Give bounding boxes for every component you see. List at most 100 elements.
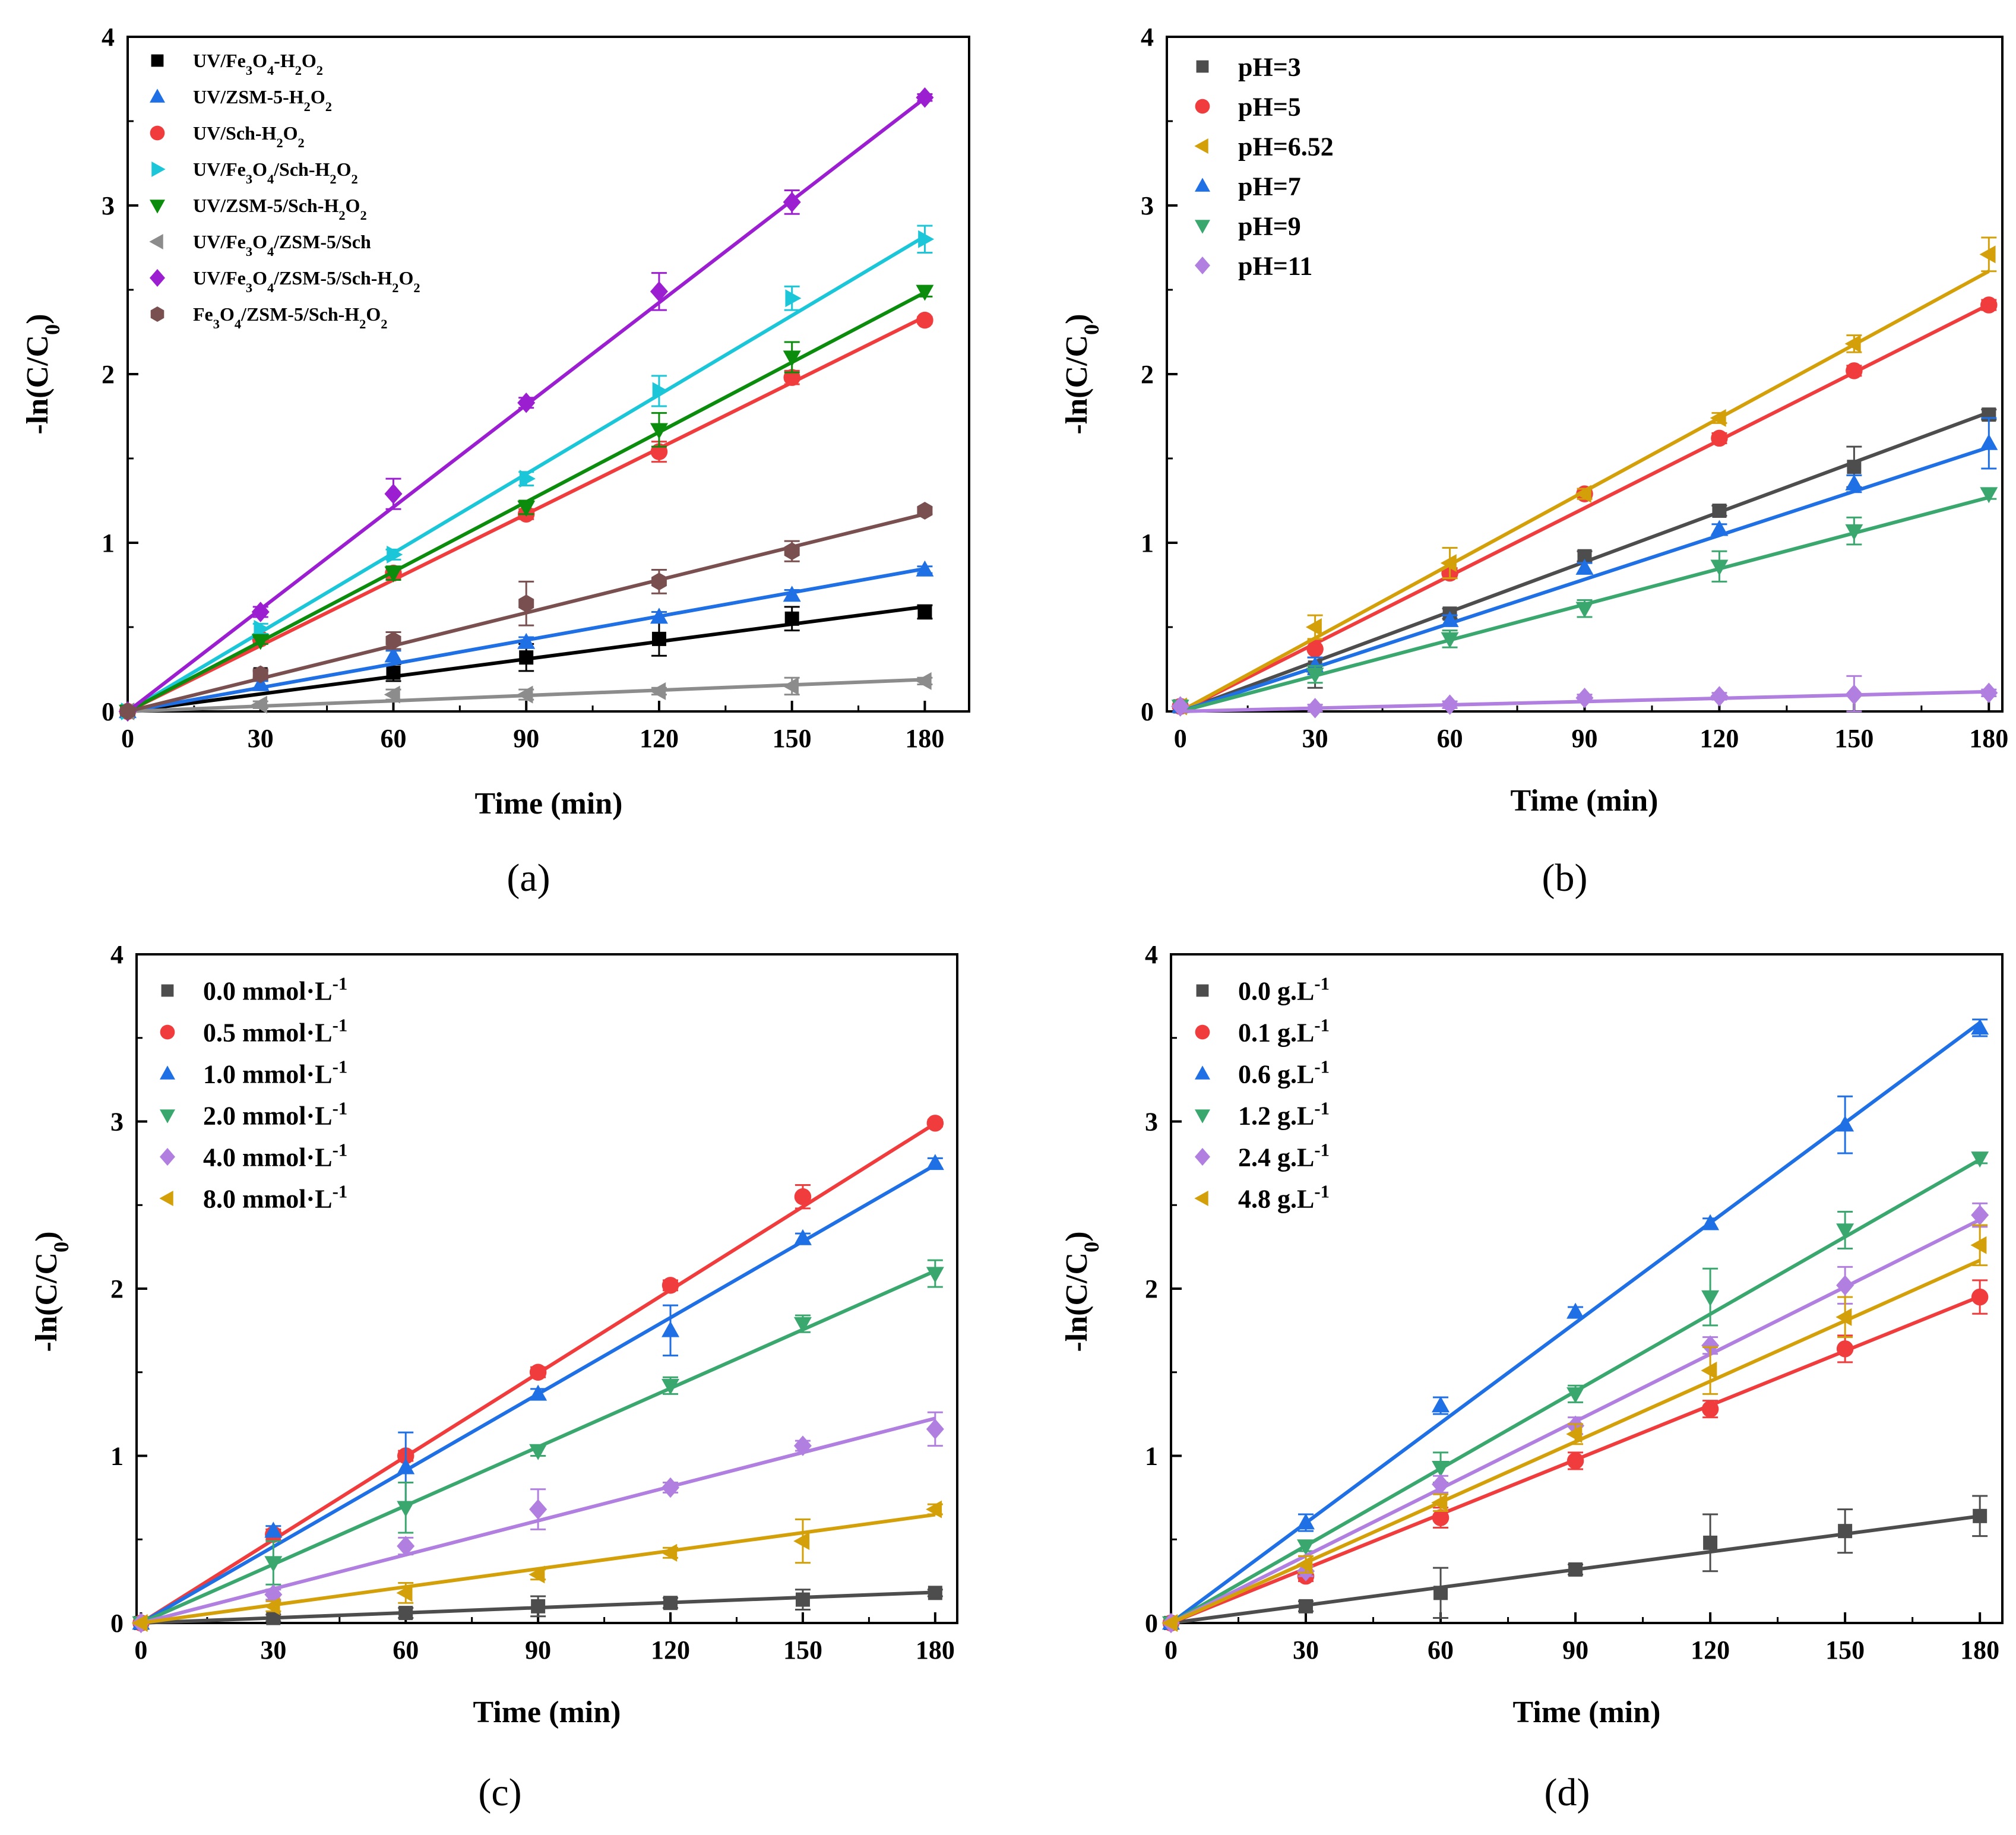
legend-label-run: O bbox=[398, 267, 413, 289]
legend-label-run: 0.6 g.L bbox=[1238, 1059, 1314, 1089]
data-point bbox=[529, 1363, 547, 1381]
legend-marker bbox=[150, 200, 165, 214]
x-tick-label: 120 bbox=[651, 1635, 690, 1665]
data-point bbox=[785, 289, 802, 308]
data-point bbox=[916, 560, 934, 577]
data-point bbox=[264, 1521, 283, 1538]
data-point bbox=[1836, 1223, 1854, 1240]
legend-label-run: 4 bbox=[267, 244, 274, 259]
series-6 bbox=[131, 1500, 943, 1632]
data-point bbox=[1711, 429, 1728, 447]
legend-label-run: O bbox=[252, 231, 267, 252]
data-point bbox=[1306, 667, 1324, 684]
x-tick-label: 150 bbox=[783, 1635, 822, 1665]
data-point bbox=[651, 572, 667, 591]
legend-marker bbox=[149, 234, 163, 249]
legend-label-run: pH=6.52 bbox=[1238, 132, 1334, 161]
data-point bbox=[1432, 1396, 1450, 1413]
data-point bbox=[1838, 1524, 1853, 1539]
legend-label-run: 0.0 mmol·L bbox=[203, 976, 333, 1005]
data-point bbox=[1971, 1151, 1989, 1168]
y-title-main: -ln(C/C bbox=[1060, 1252, 1094, 1352]
legend-label: 4.0 mmol·L-1 bbox=[203, 1140, 347, 1172]
data-point bbox=[916, 311, 933, 329]
legend-label-run: -1 bbox=[333, 1056, 348, 1077]
legend-label-run: 2 bbox=[304, 99, 311, 114]
data-point bbox=[928, 1586, 942, 1600]
data-point bbox=[385, 631, 401, 650]
data-point bbox=[1847, 460, 1862, 474]
data-point bbox=[1297, 1513, 1315, 1530]
data-point bbox=[397, 1536, 415, 1556]
y-tick-label: 0 bbox=[110, 1609, 124, 1638]
y-title-main: -ln(C/C bbox=[1060, 335, 1094, 435]
data-point bbox=[529, 1384, 547, 1401]
legend-label-run: O bbox=[283, 122, 298, 144]
data-point bbox=[1836, 1275, 1854, 1296]
legend-label: pH=11 bbox=[1238, 251, 1312, 280]
data-point bbox=[1568, 1562, 1583, 1577]
legend-marker bbox=[160, 1065, 175, 1080]
y-tick-label: 1 bbox=[102, 529, 115, 558]
legend-label-run: 1.0 mmol·L bbox=[203, 1059, 333, 1089]
legend-label: UV/ZSM-5/Sch-H2O2 bbox=[193, 195, 367, 223]
data-point bbox=[384, 685, 400, 704]
legend: pH=3 pH=5 pH=6.52 pH=7 pH=9 pH=11 bbox=[1194, 52, 1334, 280]
y-tick-label: 4 bbox=[1141, 23, 1154, 52]
data-point bbox=[1980, 487, 1998, 504]
y-tick-label: 4 bbox=[102, 23, 115, 52]
data-point bbox=[397, 1501, 415, 1517]
legend-label-run: O bbox=[252, 159, 267, 180]
legend-marker bbox=[160, 1148, 175, 1166]
data-point bbox=[1575, 602, 1594, 618]
y-tick-label: 2 bbox=[102, 360, 115, 389]
legend-label-run: /ZSM-5/Sch-H bbox=[240, 303, 359, 325]
data-point bbox=[1440, 554, 1457, 572]
y-tick-label: 1 bbox=[110, 1442, 124, 1471]
data-point bbox=[783, 350, 801, 367]
legend-label-run: UV/Sch-H bbox=[193, 122, 277, 144]
y-tick-label: 1 bbox=[1141, 529, 1154, 558]
data-point bbox=[528, 1565, 545, 1584]
y-title-sub: 0 bbox=[1080, 1242, 1103, 1252]
data-point bbox=[1836, 1115, 1854, 1132]
legend-marker bbox=[1194, 1191, 1208, 1206]
data-point bbox=[793, 1532, 810, 1551]
legend-label-run: O bbox=[337, 159, 352, 180]
y-tick-label: 3 bbox=[1141, 191, 1154, 220]
x-tick-label: 0 bbox=[134, 1635, 147, 1665]
y-title-end: ) bbox=[1060, 1231, 1094, 1241]
y-axis-title: -ln(C/C0) bbox=[1060, 314, 1103, 434]
legend-label-run: 3 bbox=[213, 317, 220, 331]
y-tick-label: 4 bbox=[110, 940, 124, 969]
legend-marker bbox=[160, 1109, 175, 1124]
legend-label-run: 3 bbox=[246, 244, 252, 259]
data-point bbox=[519, 650, 534, 665]
data-point bbox=[1432, 1509, 1450, 1526]
legend-label-run: 2 bbox=[276, 135, 283, 150]
y-title-sub: 0 bbox=[1080, 324, 1103, 335]
x-tick-label: 30 bbox=[1302, 724, 1328, 753]
legend-label-run: 2 bbox=[413, 280, 420, 295]
data-point bbox=[1844, 334, 1861, 353]
x-tick-label: 0 bbox=[1174, 724, 1187, 753]
legend-marker bbox=[160, 1024, 175, 1040]
legend-label: 0.0 mmol·L-1 bbox=[203, 973, 347, 1005]
legend-label-run: 2 bbox=[338, 208, 345, 223]
panel-label: (b) bbox=[1542, 856, 1588, 900]
data-point bbox=[384, 566, 403, 583]
x-tick-label: 180 bbox=[1969, 724, 2008, 753]
legend-label: UV/Sch-H2O2 bbox=[193, 122, 305, 150]
series-6 bbox=[1171, 675, 1998, 719]
data-point bbox=[662, 1321, 680, 1337]
legend-label-run: O bbox=[220, 303, 235, 325]
legend-label-run: -1 bbox=[1314, 1015, 1330, 1035]
legend-label: 1.2 g.L-1 bbox=[1238, 1098, 1330, 1130]
data-point bbox=[252, 665, 268, 684]
data-point bbox=[795, 1592, 810, 1607]
data-point bbox=[650, 608, 668, 624]
data-point bbox=[1306, 698, 1324, 719]
legend-marker bbox=[1195, 257, 1210, 274]
